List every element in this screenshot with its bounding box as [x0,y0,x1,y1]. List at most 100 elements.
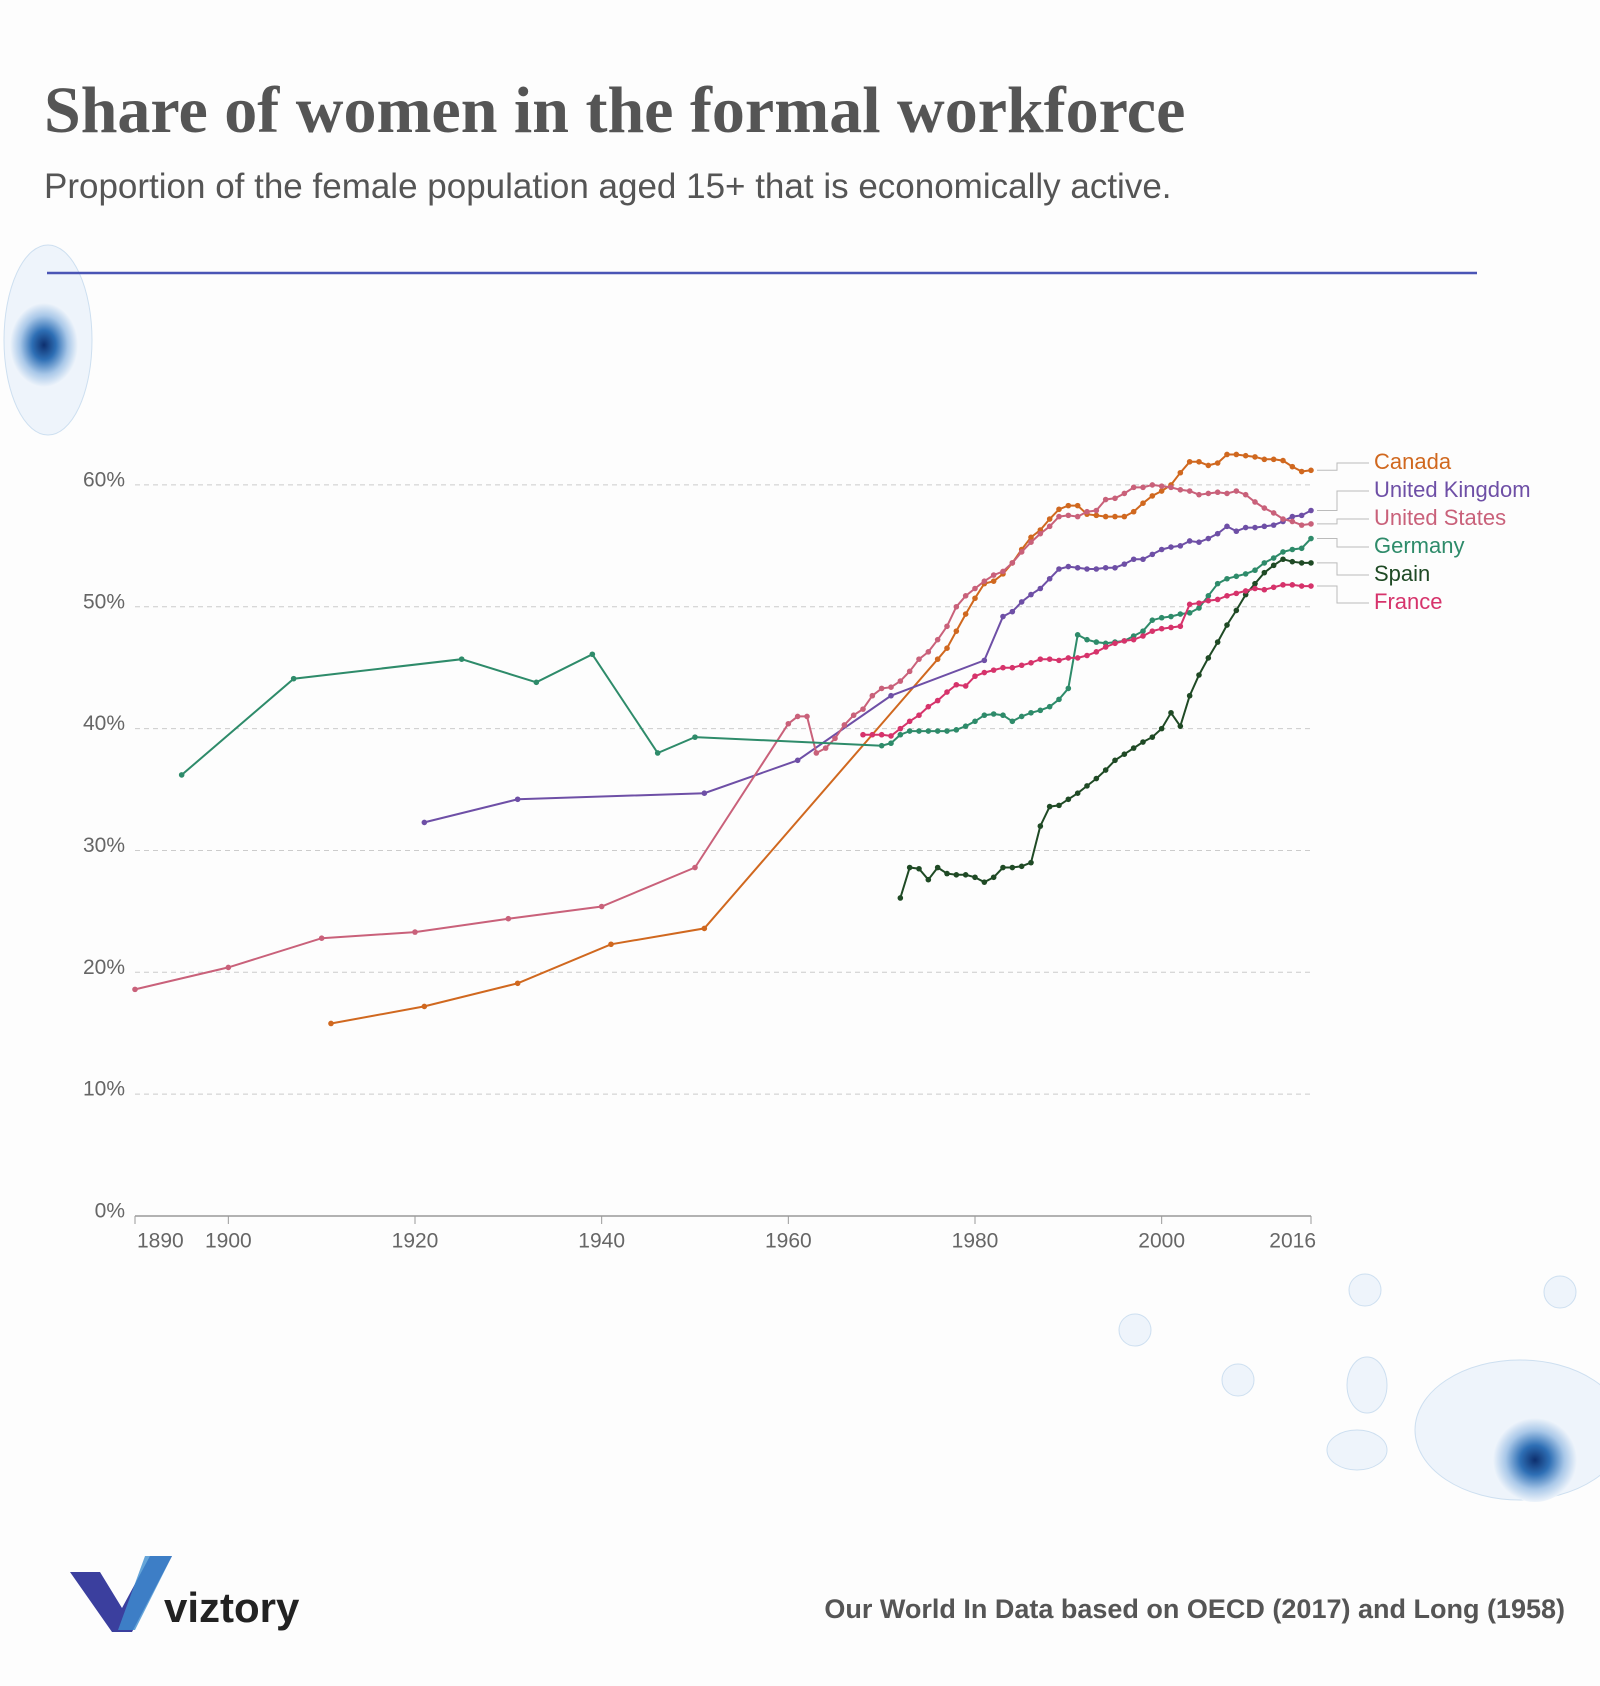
data-point [1074,502,1081,509]
data-point [1177,611,1184,617]
data-point [1177,486,1184,493]
data-point [1214,530,1221,537]
data-point [1224,490,1230,497]
data-point [1084,783,1090,789]
data-point [1261,560,1268,566]
legend-connector [1317,490,1369,512]
data-point [1308,467,1314,474]
data-point [1158,483,1165,489]
data-point [962,593,969,599]
legend-connector [1317,562,1369,576]
data-point [925,703,932,710]
data-point [990,874,997,881]
y-tick-label: 10% [83,1078,125,1101]
data-point [1018,549,1025,555]
data-point [916,656,922,662]
data-point [1280,516,1286,522]
data-point [1261,569,1268,576]
data-point [1037,823,1044,829]
data-point [906,668,913,675]
series-line [134,483,1312,991]
data-point [1252,524,1258,531]
data-point [1084,636,1090,643]
data-point [1308,535,1314,542]
data-point [1121,490,1128,497]
data-point [1214,489,1221,496]
data-point [1186,488,1193,494]
data-point [1093,512,1100,519]
data-point [1149,551,1156,558]
data-point [897,678,904,684]
data-point [925,649,932,655]
data-point [514,796,521,803]
data-point [813,750,820,756]
y-tick-label: 50% [83,590,125,613]
data-point [1093,507,1100,514]
legend-connector [1317,518,1369,525]
data-point [1009,718,1016,725]
data-point [1065,655,1072,661]
data-point [1046,516,1053,522]
data-point [1289,463,1296,470]
data-point [1112,640,1118,647]
data-point [990,572,997,578]
data-point [1000,664,1006,671]
data-point [178,772,185,778]
data-point [944,689,950,695]
data-point [701,925,708,932]
data-point [1102,644,1109,650]
brand-name: viztory [164,1584,300,1631]
data-point [962,611,969,617]
data-point [1168,624,1174,631]
data-point [1158,625,1165,632]
legend-connector [1317,462,1369,471]
data-point [1308,507,1314,514]
data-point [1280,582,1286,588]
data-point [1158,614,1165,621]
data-point [1093,649,1100,655]
data-point [1270,510,1277,516]
data-point [1168,544,1174,550]
data-point [1261,456,1268,463]
data-point [1140,500,1146,507]
data-point [990,667,997,673]
data-point [589,651,596,658]
data-point [1037,656,1044,662]
data-point [1196,458,1202,465]
data-point [906,728,913,734]
data-point [1056,802,1062,809]
data-point [1205,462,1212,469]
data-point [1289,518,1296,525]
data-point [972,673,978,680]
legend-label: Spain [1374,561,1430,586]
data-point [1177,469,1184,476]
data-point [860,706,866,712]
x-tick-label: 2016 [1269,1230,1316,1253]
data-point [916,712,922,719]
data-point [1280,549,1286,555]
data-point [1298,468,1305,475]
data-point [1214,580,1221,587]
data-point [906,864,913,871]
data-point [934,656,941,662]
data-point [1065,563,1072,570]
data-point [1130,556,1137,563]
data-point [1037,585,1044,592]
data-point [869,692,876,699]
data-point [412,929,418,935]
data-point [1074,790,1081,796]
data-point [1196,491,1202,498]
data-point [1168,484,1174,491]
data-point [608,941,614,948]
x-tick-label: 1940 [578,1230,625,1253]
x-tick-label: 1920 [392,1230,439,1253]
data-point [1140,739,1146,745]
data-point [1028,539,1034,545]
data-point [328,1020,334,1027]
data-point [1233,573,1240,580]
data-point [1009,664,1016,671]
data-point [1214,460,1221,466]
data-point [1280,556,1286,563]
data-point [1298,512,1305,519]
logo: viztory [70,1556,300,1632]
